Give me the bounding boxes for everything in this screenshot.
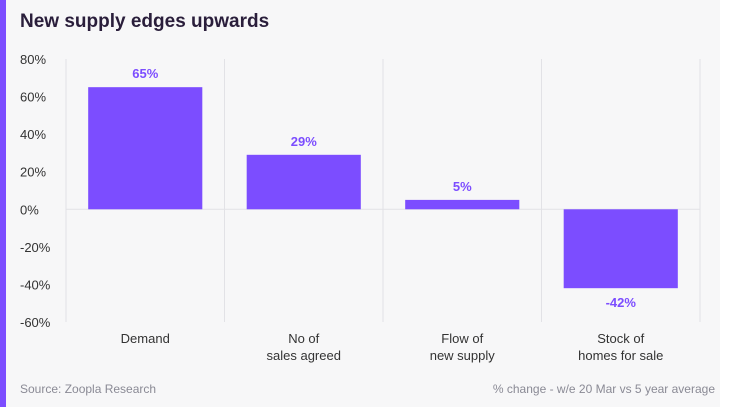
y-tick-label: -40% <box>20 277 51 292</box>
x-tick-label: No of <box>288 331 319 346</box>
accent-bar <box>0 0 6 407</box>
labels-layer: 80% 60% 40% 20% 0% -20% -40% -60% 65% Demand 29% No… <box>20 52 663 363</box>
x-tick-label: sales agreed <box>267 348 341 363</box>
bar-chart: 80% 60% 40% 20% 0% -20% -40% -60% 65% Demand 29% No… <box>20 52 701 363</box>
x-tick-label: homes for sale <box>578 348 663 363</box>
x-tick-label: Demand <box>121 331 170 346</box>
bar <box>88 87 203 210</box>
y-tick-label: -60% <box>20 315 51 330</box>
data-label: 5% <box>453 179 472 194</box>
data-label: 65% <box>132 66 158 81</box>
measure-note: % change - w/e 20 Mar vs 5 year average <box>492 382 715 396</box>
bar <box>405 199 520 210</box>
y-tick-label: -20% <box>20 240 51 255</box>
y-tick-label: 20% <box>20 165 46 180</box>
x-tick-label: Flow of <box>441 331 483 346</box>
data-label: -42% <box>606 295 637 310</box>
chart-title: New supply edges upwards <box>20 11 270 32</box>
y-tick-label: 80% <box>20 52 46 67</box>
y-tick-label: 60% <box>20 90 46 105</box>
y-tick-label: 40% <box>20 127 46 142</box>
data-label: 29% <box>291 134 317 149</box>
bar <box>563 209 678 289</box>
x-tick-label: new supply <box>430 348 496 363</box>
bars-layer <box>88 87 678 289</box>
bar <box>246 154 361 210</box>
source-note: Source: Zoopla Research <box>20 382 157 396</box>
x-tick-label: Stock of <box>597 331 644 346</box>
y-tick-label: 0% <box>20 202 39 217</box>
